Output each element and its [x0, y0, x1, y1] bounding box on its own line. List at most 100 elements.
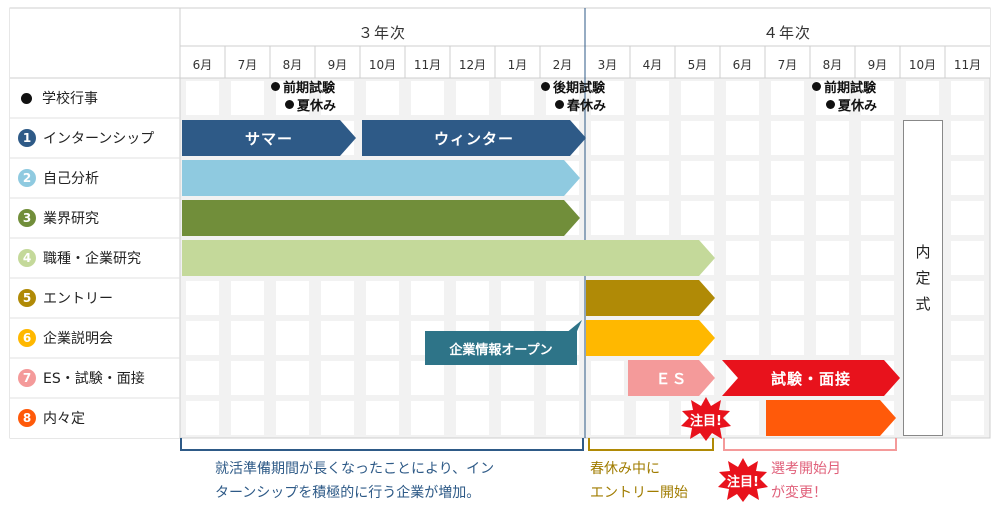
informal-offer-bar	[766, 400, 896, 436]
row-label-industry-research: 3 業界研究	[18, 198, 99, 238]
grid-cell	[411, 401, 444, 435]
grid-cell	[546, 81, 579, 115]
grid-cell	[321, 321, 354, 355]
grid-cell	[771, 201, 804, 235]
attention-burst-selection: 注目!	[718, 458, 768, 502]
grid-cell	[321, 281, 354, 315]
grid-cell	[321, 81, 354, 115]
grid-cell	[816, 281, 849, 315]
month-header: 10月	[368, 58, 397, 72]
grid-cell	[726, 401, 759, 435]
number-1-icon: 1	[18, 129, 36, 147]
grid-cell	[591, 121, 624, 155]
grid-cell	[726, 201, 759, 235]
grid-cell	[366, 401, 399, 435]
row-label-self-analysis: 2 自己分析	[18, 158, 99, 198]
bullet-icon	[826, 100, 835, 109]
month-header: 11月	[953, 58, 982, 72]
grid-cell	[321, 401, 354, 435]
grid-cell	[411, 361, 444, 395]
number-4-icon: 4	[18, 249, 36, 267]
entry-period-bracket	[588, 438, 714, 451]
grid-cell	[456, 281, 489, 315]
grid-cell	[591, 401, 624, 435]
grid-cell	[951, 281, 984, 315]
event-year3-summer: 前期試験 夏休み	[271, 80, 336, 116]
grid-cell	[321, 361, 354, 395]
grid-cell	[861, 281, 894, 315]
grid-cell	[771, 161, 804, 195]
month-header: 9月	[327, 58, 348, 72]
grid-cell	[186, 401, 219, 435]
grid-cell	[951, 121, 984, 155]
row-label-school-events: 学校行事	[18, 78, 98, 118]
job-company-research-bar	[182, 240, 715, 276]
grid-cell	[411, 81, 444, 115]
naitei-ceremony-box: 内 定 式	[903, 120, 943, 436]
company-info-open-callout: 企業情報オープン	[425, 331, 577, 365]
month-header: 4月	[642, 58, 663, 72]
number-3-icon: 3	[18, 209, 36, 227]
grid-cell	[501, 401, 534, 435]
grid-cell	[951, 361, 984, 395]
event-year4-summer: 前期試験 夏休み	[812, 80, 877, 116]
selection-period-note: 選考開始月 が変更！	[771, 461, 841, 501]
grid-cell	[546, 281, 579, 315]
grid-cell	[231, 281, 264, 315]
grid-cell	[636, 121, 669, 155]
grid-cell	[231, 361, 264, 395]
grid-cell	[771, 281, 804, 315]
internship-winter-bar: ウィンター	[362, 120, 586, 156]
grid-cell	[771, 321, 804, 355]
month-header: 1月	[507, 58, 528, 72]
grid-cell	[906, 81, 939, 115]
grid-cell	[951, 401, 984, 435]
bullet-icon	[285, 100, 294, 109]
grid-cell	[951, 241, 984, 275]
grid-cell	[591, 201, 624, 235]
grid-cell	[681, 161, 714, 195]
prep-period-note: 就活準備期間が長くなったことにより、イン ターンシップを積極的に行う企業が増加。	[215, 461, 495, 501]
grid-cell	[861, 121, 894, 155]
grid-cell	[726, 81, 759, 115]
grid-cell	[456, 361, 489, 395]
grid-cell	[951, 321, 984, 355]
grid-cell	[636, 401, 669, 435]
grid-cell	[726, 241, 759, 275]
grid-cell	[816, 241, 849, 275]
exam-interview-bar: 試験・面接	[722, 360, 900, 396]
grid-cell	[816, 121, 849, 155]
grid-cell	[816, 81, 849, 115]
grid-cell	[501, 81, 534, 115]
grid-cell	[591, 81, 624, 115]
month-header: 11月	[413, 58, 442, 72]
grid-cell	[771, 81, 804, 115]
month-header: 6月	[192, 58, 213, 72]
grid-cell	[411, 281, 444, 315]
grid-cell	[681, 81, 714, 115]
grid-cell	[501, 361, 534, 395]
month-header: 5月	[687, 58, 708, 72]
year3-header: ３年次	[357, 24, 406, 42]
selection-period-bracket	[723, 438, 897, 451]
bullet-icon	[555, 100, 564, 109]
number-2-icon: 2	[18, 169, 36, 187]
row-label-entry: 5 エントリー	[18, 278, 113, 318]
row-label-job-company-research: 4 職種・企業研究	[18, 238, 141, 278]
attention-burst-offer: 注目!	[681, 397, 731, 441]
grid-cell	[636, 81, 669, 115]
month-header: 7月	[777, 58, 798, 72]
grid-cell	[591, 161, 624, 195]
period-brackets	[180, 438, 897, 451]
entry-bar	[586, 280, 715, 316]
label-column	[10, 78, 180, 438]
entry-period-note: 春休み中に エントリー開始	[590, 461, 688, 501]
grid-cell	[591, 361, 624, 395]
grid-cell	[276, 361, 309, 395]
grid-cell	[861, 161, 894, 195]
grid-cell	[726, 321, 759, 355]
grid-cell	[726, 121, 759, 155]
grid-cell	[546, 401, 579, 435]
grid-cell	[231, 321, 264, 355]
grid-cell	[816, 161, 849, 195]
